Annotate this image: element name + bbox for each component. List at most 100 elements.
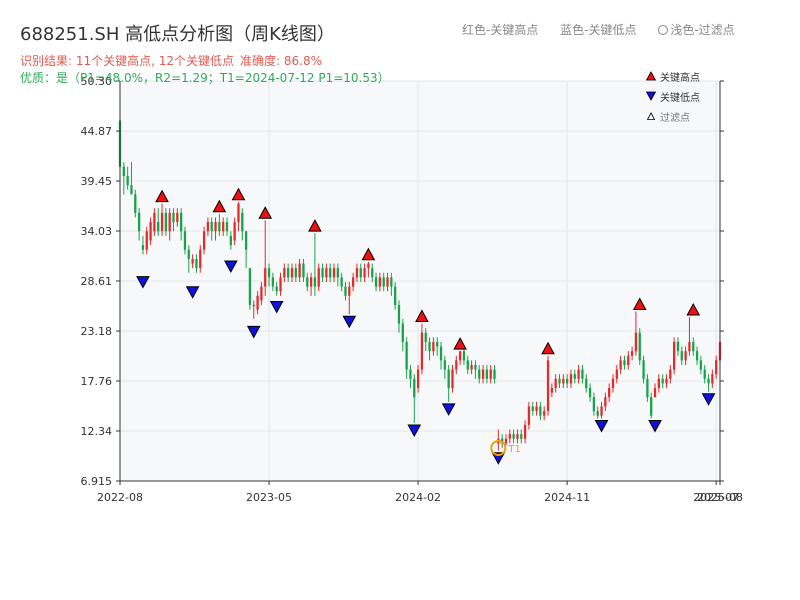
x-tick-label: 2024-02 xyxy=(395,491,441,504)
y-tick-label: 12.34 xyxy=(81,425,113,438)
y-tick-label: 50.30 xyxy=(81,75,113,88)
candle-body xyxy=(195,258,198,269)
triangle-down-blue-icon xyxy=(646,91,656,101)
y-tick-label: 44.87 xyxy=(81,125,113,138)
candle-body xyxy=(478,369,481,379)
candle-body xyxy=(672,341,676,370)
candle-body xyxy=(688,341,691,352)
candle-body xyxy=(699,360,703,370)
candle-body xyxy=(707,378,710,384)
candle-body xyxy=(374,277,378,287)
candle-body xyxy=(665,378,668,384)
candle-body xyxy=(608,388,611,398)
y-tick-label: 28.61 xyxy=(81,275,113,288)
candle-body xyxy=(455,360,458,370)
accuracy: 准确度: 86.8% xyxy=(240,54,323,68)
candle-body xyxy=(711,374,714,384)
key-low-marker xyxy=(246,325,261,339)
candle-body xyxy=(287,268,290,278)
candle-body xyxy=(264,268,267,287)
candle-body xyxy=(604,397,607,407)
candle-body xyxy=(348,286,351,296)
candle-body xyxy=(642,360,645,379)
key-low-marker xyxy=(269,301,284,314)
markers: T1 xyxy=(136,187,716,465)
candle-body xyxy=(585,378,588,389)
candle-body xyxy=(539,406,542,416)
candle-body xyxy=(577,369,580,379)
candle-body xyxy=(130,185,133,195)
candle-body xyxy=(329,268,332,278)
key-low-marker xyxy=(407,424,422,438)
candle-body xyxy=(394,286,397,306)
key-high-marker xyxy=(212,199,227,213)
candle-body xyxy=(569,374,573,384)
candle-body xyxy=(588,388,592,398)
candle-body xyxy=(600,406,603,416)
candle-body xyxy=(252,305,255,307)
legend-filtered-label: 过滤点 xyxy=(660,112,690,124)
quality-line: 优质：是（P1=48.0%，R2=1.29；T1=2024-07-12 P1=1… xyxy=(20,71,390,85)
key-high-marker xyxy=(632,297,647,310)
candle-body xyxy=(344,286,347,296)
candle-body xyxy=(382,277,385,287)
key-low-marker xyxy=(701,393,716,406)
candle-body xyxy=(474,364,477,370)
candle-body xyxy=(122,166,125,176)
candle-body xyxy=(715,360,718,375)
circle-icon xyxy=(658,25,669,35)
candle-body xyxy=(409,369,412,379)
key-high-marker xyxy=(415,309,429,322)
result-line: 识别结果: 11个关键高点, 12个关键低点 准确度: 86.8% xyxy=(20,52,322,69)
candle-body xyxy=(623,360,626,365)
candle-body xyxy=(630,351,634,356)
candle-body xyxy=(661,378,664,384)
candle-body xyxy=(355,268,359,278)
candle-body xyxy=(554,378,557,389)
candle-body xyxy=(543,411,546,416)
key-low-marker xyxy=(594,419,609,433)
candle-body xyxy=(397,305,401,324)
legend-item-high: 关键高点 xyxy=(646,66,700,86)
candle-body xyxy=(523,424,527,439)
candle-body xyxy=(443,360,446,370)
candle-body xyxy=(222,222,225,232)
candle-body xyxy=(160,212,164,232)
candle-body xyxy=(241,212,244,232)
candle-body xyxy=(141,245,145,250)
candle-body xyxy=(298,263,301,278)
candle-body xyxy=(627,355,630,365)
key-low-marker xyxy=(441,403,456,416)
candle-body xyxy=(145,231,148,250)
candle-body xyxy=(439,346,443,361)
legend-item-low: 关键低点 xyxy=(646,86,700,106)
candle-body xyxy=(703,369,706,379)
candle-body xyxy=(367,263,370,269)
candle-body xyxy=(283,268,286,278)
candle-body xyxy=(550,388,553,393)
key-high-marker xyxy=(541,341,555,355)
key-low-marker xyxy=(136,276,150,289)
highlight-label: T1 xyxy=(507,444,520,455)
candle-body xyxy=(405,341,408,370)
candle-body xyxy=(134,194,137,213)
candle-body xyxy=(646,378,649,398)
y-tick-label: 23.18 xyxy=(81,325,113,338)
key-high-marker xyxy=(361,247,376,261)
candle-body xyxy=(447,369,450,389)
candle-body xyxy=(351,277,355,287)
key-high-marker xyxy=(258,206,273,219)
candle-body xyxy=(225,222,229,232)
x-tick-label: 2024-11 xyxy=(544,491,590,504)
candle-body xyxy=(306,277,309,287)
highlight-circle xyxy=(490,439,507,456)
candle-body xyxy=(420,332,424,370)
y-tick-label: 6.915 xyxy=(81,475,113,488)
legend-light-text: 浅色-过滤点 xyxy=(670,23,735,37)
candle-body xyxy=(164,212,168,232)
candle-body xyxy=(451,369,454,389)
candle-body xyxy=(489,369,492,379)
key-low-marker xyxy=(342,315,357,329)
candle-body xyxy=(137,212,141,232)
candle-body xyxy=(279,277,282,292)
